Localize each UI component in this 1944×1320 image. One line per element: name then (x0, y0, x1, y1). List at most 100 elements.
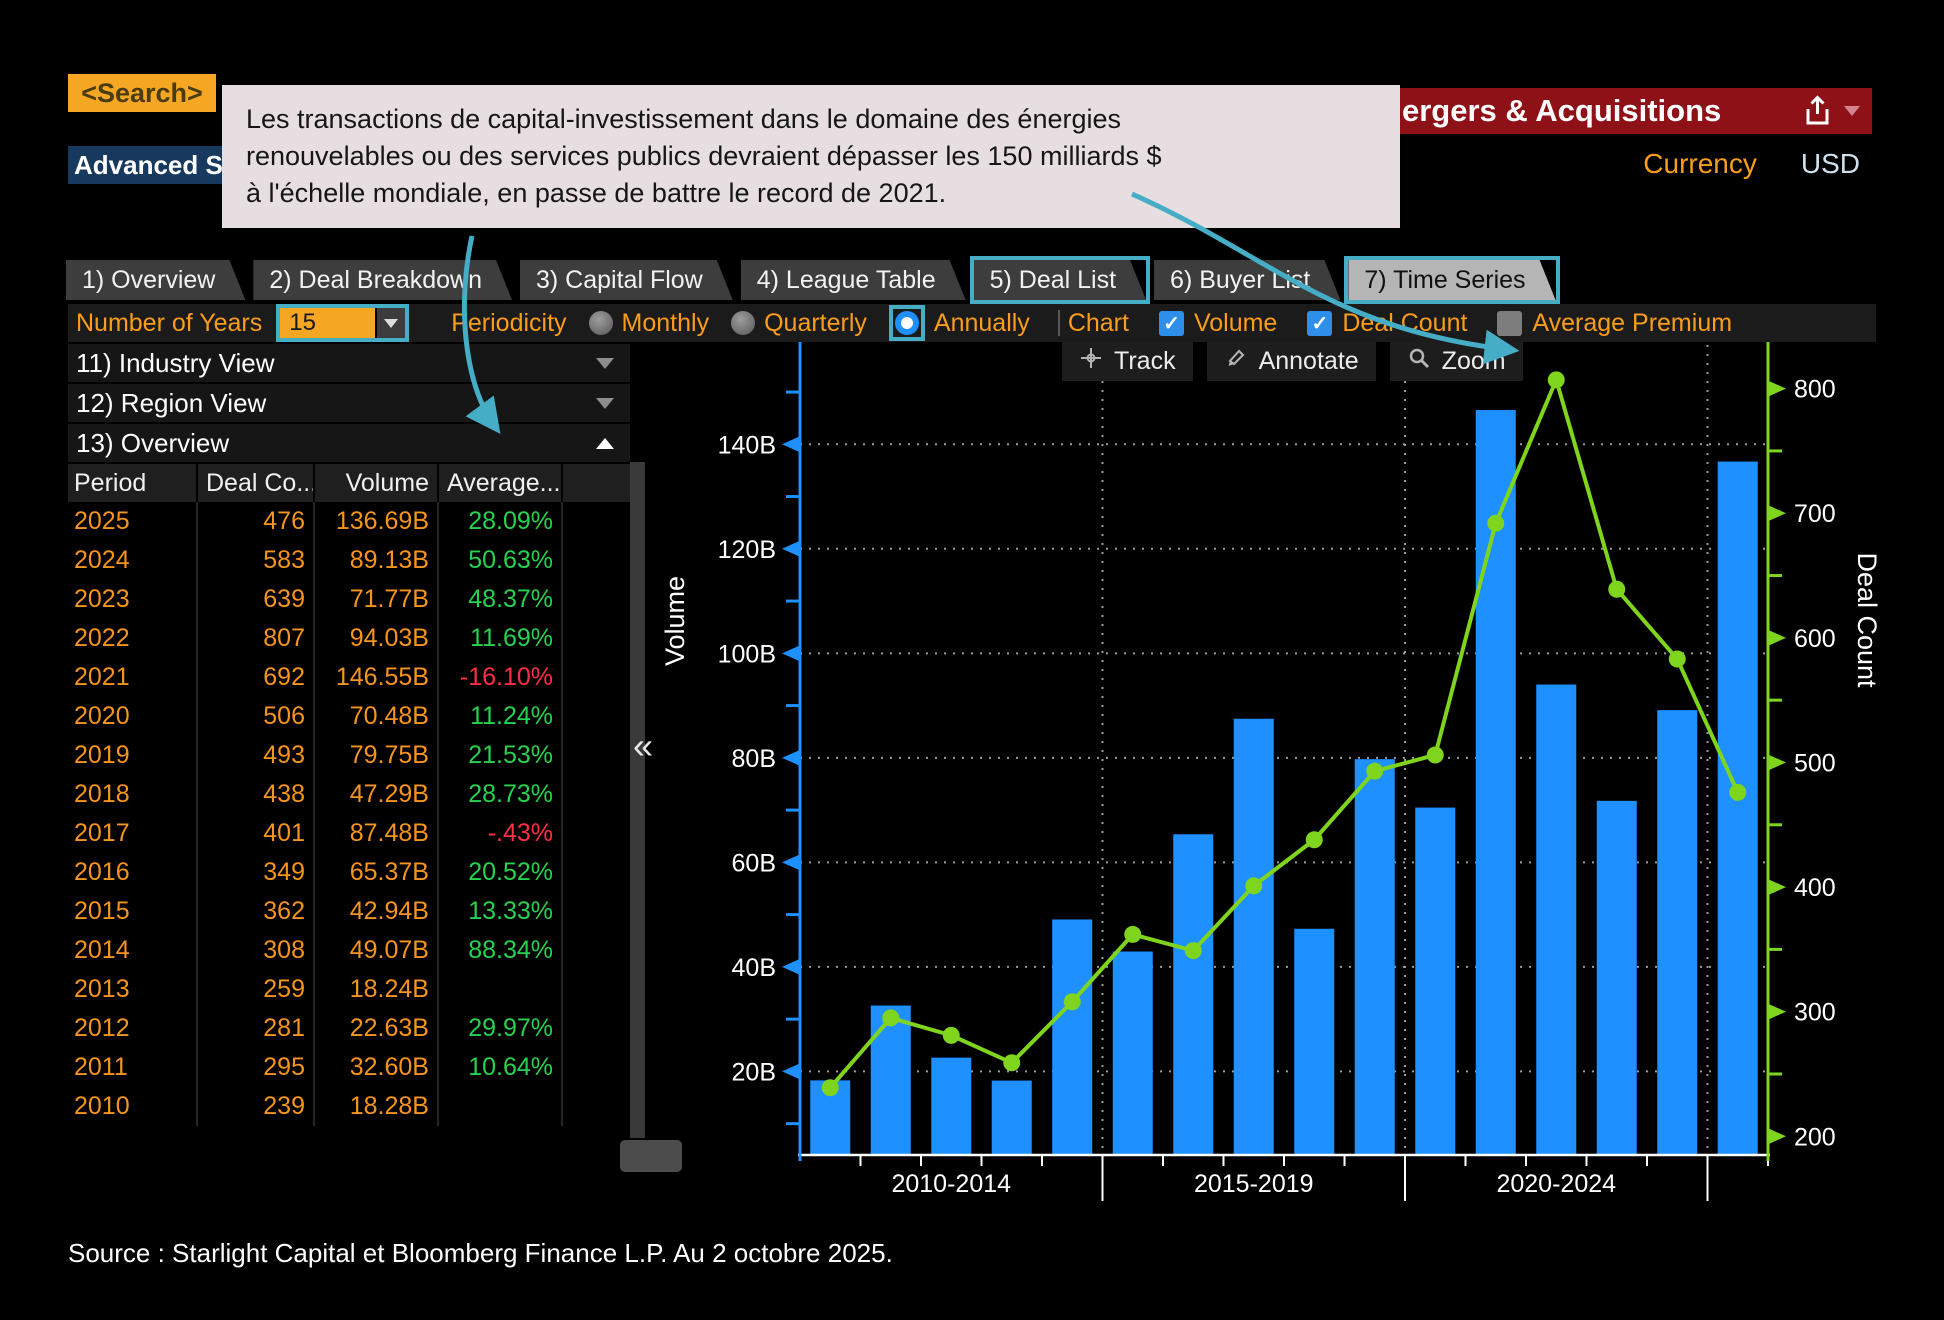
annotate-button[interactable]: Annotate (1206, 342, 1376, 381)
chevron-down-icon (596, 357, 614, 369)
tab-highlight-7-time-series: 7) Time Series (1344, 256, 1560, 304)
cell-average-premium: -.43% (439, 814, 563, 853)
cell-volume: 71.77B (315, 580, 439, 619)
table-row-2017[interactable]: 2017 401 87.48B -.43% (68, 814, 630, 853)
table-row-2021[interactable]: 2021 692 146.55B -16.10% (68, 658, 630, 697)
volume-tick-label: 60B (732, 849, 776, 877)
panel-scrollbar[interactable] (630, 462, 645, 1138)
number-of-years-dropdown-button[interactable] (377, 308, 406, 338)
deal-count-point-2010 (821, 1079, 839, 1097)
zoom-button[interactable]: Zoom (1389, 342, 1523, 381)
radio-quarterly[interactable]: Quarterly (731, 309, 867, 338)
table-row-2014[interactable]: 2014 308 49.07B 88.34% (68, 931, 630, 970)
volume-bar-2016 (1173, 834, 1214, 1155)
x-group-label: 2010-2014 (891, 1170, 1011, 1198)
cell-volume: 94.03B (315, 619, 439, 658)
search-button[interactable]: <Search> (68, 74, 216, 112)
number-of-years-value[interactable]: 15 (280, 308, 376, 338)
volume-tick-arrow (782, 1063, 800, 1080)
deal-count-tick-arrow (1768, 879, 1786, 896)
radio-annually[interactable]: Annually (888, 305, 1030, 341)
checkbox-unchecked-icon (1497, 310, 1523, 336)
tab-4-league-table[interactable]: 4) League Table (741, 260, 966, 300)
cell-spacer (563, 814, 630, 853)
cell-deal-count: 807 (198, 619, 315, 658)
sidebar-section-13-overview[interactable]: 13) Overview (68, 424, 630, 462)
table-row-2012[interactable]: 2012 281 22.63B 29.97% (68, 1009, 630, 1048)
radio-selected-icon (894, 311, 919, 335)
cell-deal-count: 362 (198, 892, 315, 931)
cell-volume: 70.48B (315, 697, 439, 736)
table-row-2020[interactable]: 2020 506 70.48B 11.24% (68, 697, 630, 736)
deal-count-tick-label: 200 (1794, 1123, 1836, 1151)
checkbox-label: Deal Count (1342, 308, 1468, 337)
checkbox-average-premium[interactable]: Average Premium (1497, 309, 1732, 338)
timeseries-chart: 2010-2014 2015-2019 2020-2024 20B 40B 60B 80B 1… (660, 335, 1882, 1201)
table-row-2019[interactable]: 2019 493 79.75B 21.53% (68, 736, 630, 775)
checkbox-deal-count[interactable]: ✓ Deal Count (1307, 309, 1467, 338)
tab-2-deal-breakdown[interactable]: 2) Deal Breakdown (253, 260, 512, 300)
column-header-volume[interactable]: Volume (315, 464, 439, 502)
deal-count-tick-arrow (1768, 380, 1786, 397)
export-icon[interactable] (1800, 94, 1834, 128)
tab-highlight-1-overview: 1) Overview (62, 256, 249, 304)
cell-average-premium: 13.33% (439, 892, 563, 931)
cell-average-premium: 11.24% (439, 697, 563, 736)
title-dropdown-caret-icon[interactable] (1844, 106, 1860, 116)
tab-3-capital-flow[interactable]: 3) Capital Flow (520, 260, 733, 300)
cell-period: 2017 (68, 814, 198, 853)
cell-deal-count: 401 (198, 814, 315, 853)
table-row-2022[interactable]: 2022 807 94.03B 11.69% (68, 619, 630, 658)
cell-deal-count: 295 (198, 1048, 315, 1087)
currency-value[interactable]: USD (1800, 148, 1860, 179)
cell-period: 2016 (68, 853, 198, 892)
tab-6-buyer-list[interactable]: 6) Buyer List (1154, 260, 1340, 300)
tab-5-deal-list[interactable]: 5) Deal List (974, 260, 1146, 300)
table-row-2016[interactable]: 2016 349 65.37B 20.52% (68, 853, 630, 892)
number-of-years-label: Number of Years (76, 308, 263, 337)
sidebar: 11) Industry View 12) Region View 13) Over… (68, 344, 630, 464)
sidebar-section-12-region-view[interactable]: 12) Region View (68, 384, 630, 422)
number-of-years-select[interactable]: 15 (276, 304, 410, 342)
divider (1057, 310, 1060, 336)
tab-1-overview[interactable]: 1) Overview (66, 260, 245, 300)
volume-tick-arrow (782, 645, 800, 662)
cell-average-premium: 20.52% (439, 853, 563, 892)
column-header-average[interactable]: Average... (439, 464, 563, 502)
table-row-2010[interactable]: 2010 239 18.28B (68, 1087, 630, 1126)
table-row-2024[interactable]: 2024 583 89.13B 50.63% (68, 541, 630, 580)
table-row-2018[interactable]: 2018 438 47.29B 28.73% (68, 775, 630, 814)
volume-bar-2023 (1596, 800, 1637, 1155)
collapse-panel-chevron[interactable]: « (633, 725, 654, 766)
volume-tick-arrow (782, 958, 800, 975)
track-button[interactable]: Track (1062, 342, 1193, 381)
table-row-2015[interactable]: 2015 362 42.94B 13.33% (68, 892, 630, 931)
table-row-2025[interactable]: 2025 476 136.69B 28.09% (68, 502, 630, 541)
volume-bar-2021 (1475, 410, 1516, 1155)
column-header-period[interactable]: Period (68, 464, 198, 502)
series-toggle-group: ✓ Volume ✓ Deal Count Average Premium (1129, 309, 1732, 338)
deal-count-tick-label: 400 (1794, 874, 1836, 902)
scrollbar-handle[interactable] (620, 1140, 682, 1172)
radio-monthly[interactable]: Monthly (588, 309, 709, 338)
column-header-deal-co[interactable]: Deal Co... (198, 464, 315, 502)
cell-deal-count: 493 (198, 736, 315, 775)
cell-volume: 89.13B (315, 541, 439, 580)
table-row-2013[interactable]: 2013 259 18.24B (68, 970, 630, 1009)
advanced-search-button[interactable]: Advanced Se (68, 146, 228, 184)
sidebar-section-11-industry-view[interactable]: 11) Industry View (68, 344, 630, 382)
table-row-2023[interactable]: 2023 639 71.77B 48.37% (68, 580, 630, 619)
cell-period: 2023 (68, 580, 198, 619)
radio-label: Annually (933, 308, 1030, 337)
cell-deal-count: 259 (198, 970, 315, 1009)
volume-bar-2017 (1233, 718, 1274, 1155)
cell-average-premium: 29.97% (439, 1009, 563, 1048)
cell-volume: 49.07B (315, 931, 439, 970)
tab-7-time-series[interactable]: 7) Time Series (1348, 260, 1555, 300)
x-group-label: 2020-2024 (1496, 1170, 1616, 1198)
checkbox-volume[interactable]: ✓ Volume (1158, 309, 1277, 338)
table-row-2011[interactable]: 2011 295 32.60B 10.64% (68, 1048, 630, 1087)
cell-spacer (563, 502, 630, 541)
checkbox-label: Average Premium (1532, 308, 1733, 337)
cell-period: 2020 (68, 697, 198, 736)
